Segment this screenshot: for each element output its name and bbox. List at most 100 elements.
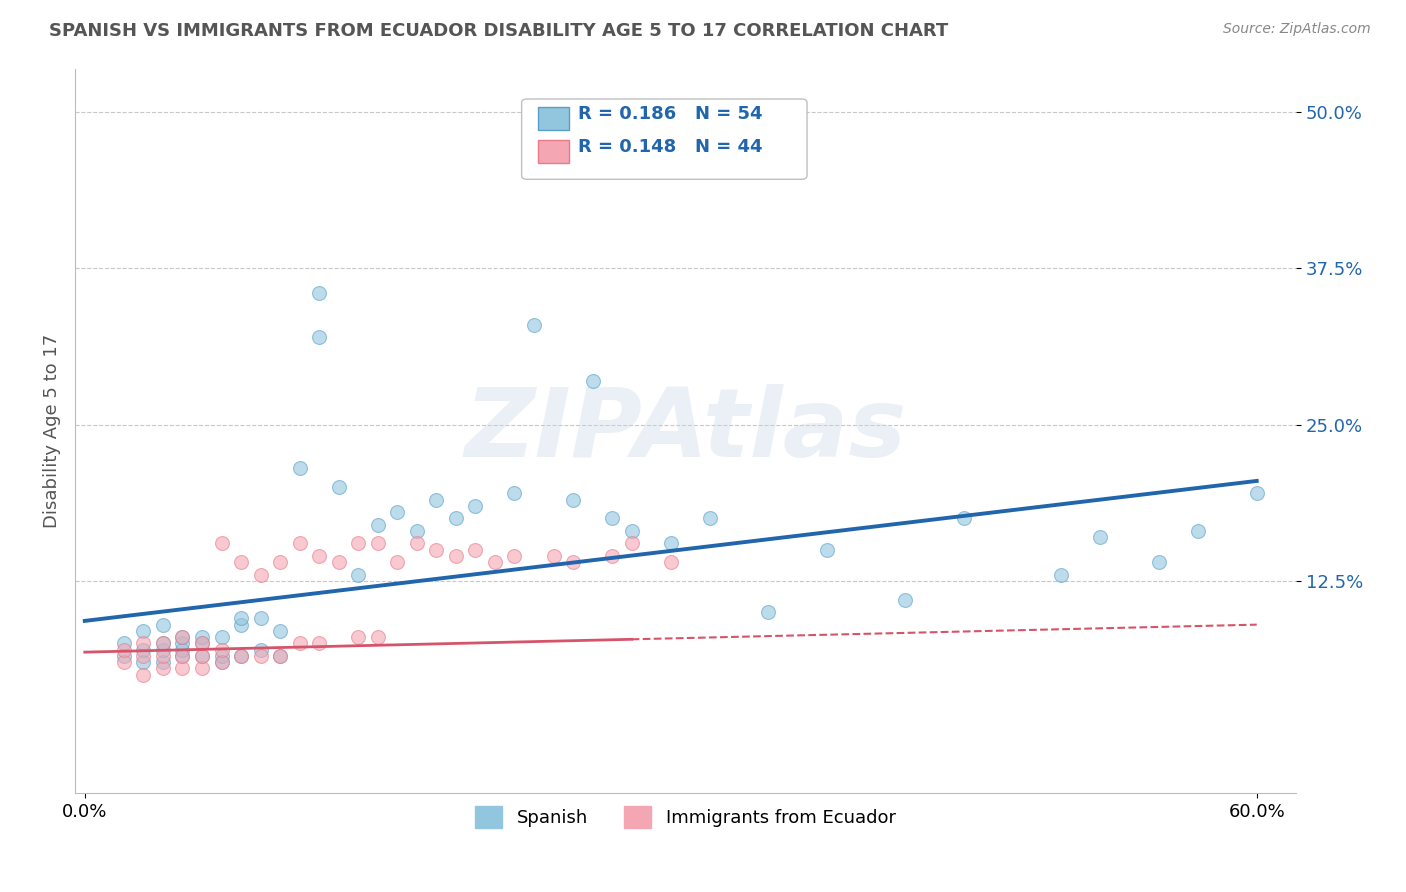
Point: [503, 549, 526, 563]
Point: [152, 655, 174, 669]
Point: [444, 511, 467, 525]
Point: [229, 648, 252, 663]
Point: [229, 555, 252, 569]
Point: [308, 549, 330, 563]
Point: [132, 648, 155, 663]
Point: [367, 630, 389, 644]
Point: [367, 517, 389, 532]
Point: [952, 511, 974, 525]
Point: [562, 555, 585, 569]
Point: [328, 555, 350, 569]
Point: [347, 630, 370, 644]
Point: [464, 499, 486, 513]
Text: R = 0.186   N = 54: R = 0.186 N = 54: [578, 105, 762, 123]
Point: [172, 648, 194, 663]
Point: [211, 536, 233, 550]
Point: [152, 661, 174, 675]
Point: [132, 642, 155, 657]
Point: [229, 617, 252, 632]
Point: [132, 667, 155, 681]
Text: SPANISH VS IMMIGRANTS FROM ECUADOR DISABILITY AGE 5 TO 17 CORRELATION CHART: SPANISH VS IMMIGRANTS FROM ECUADOR DISAB…: [49, 22, 949, 40]
Point: [308, 636, 330, 650]
Point: [288, 461, 311, 475]
Point: [191, 630, 214, 644]
Point: [172, 630, 194, 644]
Point: [1050, 567, 1073, 582]
Point: [229, 611, 252, 625]
Point: [1147, 555, 1170, 569]
Text: Source: ZipAtlas.com: Source: ZipAtlas.com: [1223, 22, 1371, 37]
Point: [269, 648, 291, 663]
Point: [172, 648, 194, 663]
Point: [249, 611, 271, 625]
Point: [269, 624, 291, 638]
Point: [600, 511, 623, 525]
Point: [367, 536, 389, 550]
Point: [425, 492, 447, 507]
Point: [211, 655, 233, 669]
Point: [523, 318, 546, 332]
Point: [699, 511, 721, 525]
Point: [894, 592, 917, 607]
Point: [172, 661, 194, 675]
Point: [1246, 486, 1268, 500]
Point: [211, 630, 233, 644]
Text: R = 0.148   N = 44: R = 0.148 N = 44: [578, 138, 762, 156]
Point: [269, 555, 291, 569]
Point: [211, 655, 233, 669]
Y-axis label: Disability Age 5 to 17: Disability Age 5 to 17: [44, 334, 60, 528]
Point: [152, 642, 174, 657]
Point: [211, 648, 233, 663]
Point: [191, 636, 214, 650]
Point: [464, 542, 486, 557]
Point: [112, 642, 135, 657]
Point: [172, 636, 194, 650]
Point: [191, 661, 214, 675]
Point: [249, 648, 271, 663]
Point: [132, 624, 155, 638]
Text: ZIPAtlas: ZIPAtlas: [464, 384, 907, 477]
Point: [620, 524, 643, 538]
Point: [562, 492, 585, 507]
Point: [172, 642, 194, 657]
Point: [132, 655, 155, 669]
Point: [191, 636, 214, 650]
Point: [308, 330, 330, 344]
Point: [444, 549, 467, 563]
Point: [112, 648, 135, 663]
Point: [308, 286, 330, 301]
Point: [405, 536, 427, 550]
Point: [387, 555, 409, 569]
Point: [758, 605, 780, 619]
Point: [172, 630, 194, 644]
Point: [288, 536, 311, 550]
Point: [249, 567, 271, 582]
Legend: Spanish, Immigrants from Ecuador: Spanish, Immigrants from Ecuador: [468, 798, 903, 835]
Point: [152, 636, 174, 650]
Point: [211, 642, 233, 657]
Point: [543, 549, 565, 563]
Point: [249, 642, 271, 657]
Point: [112, 636, 135, 650]
Point: [347, 567, 370, 582]
Point: [815, 542, 838, 557]
Point: [132, 636, 155, 650]
Point: [1187, 524, 1209, 538]
Point: [405, 524, 427, 538]
Point: [229, 648, 252, 663]
Point: [288, 636, 311, 650]
Point: [659, 536, 682, 550]
Point: [620, 536, 643, 550]
Point: [659, 555, 682, 569]
Point: [425, 542, 447, 557]
Point: [387, 505, 409, 519]
Point: [1090, 530, 1112, 544]
Point: [191, 648, 214, 663]
Point: [152, 648, 174, 663]
Point: [328, 480, 350, 494]
Point: [484, 555, 506, 569]
Point: [269, 648, 291, 663]
Point: [600, 549, 623, 563]
Point: [581, 374, 603, 388]
Point: [503, 486, 526, 500]
